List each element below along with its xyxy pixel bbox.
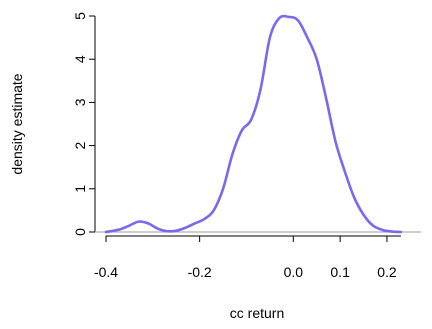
x-tick-label: 0.0	[284, 264, 304, 280]
density-series-line	[104, 14, 403, 234]
y-tick-label: 2	[72, 141, 88, 149]
y-tick-label: 0	[72, 228, 88, 236]
y-axis-title: density estimate	[9, 73, 25, 174]
x-axis-title: cc return	[230, 305, 284, 321]
x-tick-label: -0.2	[188, 264, 212, 280]
x-ticks: -0.4 -0.2 0.0 0.1 0.2	[94, 236, 397, 280]
y-tick-label: 1	[72, 185, 88, 193]
plot-box	[94, 16, 421, 237]
y-tick-label: 4	[72, 55, 88, 63]
y-tick-label: 5	[72, 12, 88, 20]
x-tick-label: 0.2	[377, 264, 397, 280]
y-ticks: 0 1 2 3 4 5	[72, 12, 95, 236]
y-tick-label: 3	[72, 98, 88, 106]
x-tick-label: 0.1	[330, 264, 350, 280]
x-tick-label: -0.4	[94, 264, 118, 280]
